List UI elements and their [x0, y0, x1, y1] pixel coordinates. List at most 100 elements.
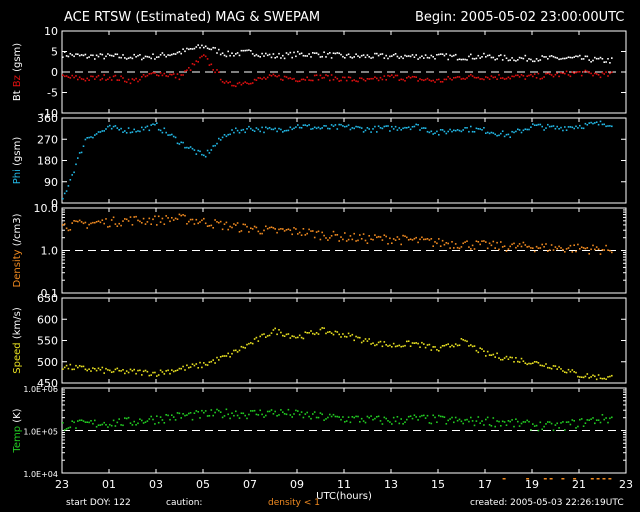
data-point: [391, 125, 393, 128]
data-point: [325, 332, 327, 335]
data-point: [524, 54, 527, 57]
data-point: [131, 224, 134, 226]
data-point: [438, 134, 440, 136]
data-point: [159, 54, 162, 56]
data-point: [479, 78, 481, 80]
data-point: [374, 234, 376, 236]
data-point: [319, 74, 322, 77]
data-point: [526, 75, 528, 77]
caution-label: caution:: [166, 498, 203, 508]
data-point: [349, 421, 352, 424]
data-point: [124, 80, 126, 83]
data-point: [231, 226, 233, 229]
data-point: [253, 338, 256, 340]
data-point: [148, 129, 151, 132]
data-point: [283, 413, 286, 415]
data-point: [240, 230, 243, 232]
data-point: [274, 410, 276, 413]
data-point: [584, 55, 587, 58]
data-point: [522, 57, 525, 60]
data-point: [313, 236, 316, 239]
data-point: [112, 216, 115, 219]
data-point: [321, 231, 323, 234]
data-point: [449, 54, 451, 57]
data-point: [560, 422, 562, 424]
data-point: [157, 374, 160, 376]
data-point: [488, 242, 491, 245]
data-point: [347, 416, 350, 418]
data-point: [88, 79, 90, 81]
data-point: [389, 344, 391, 347]
data-point: [139, 130, 141, 133]
data-point: [195, 60, 198, 62]
data-point: [317, 53, 320, 56]
data-point: [289, 337, 292, 339]
data-point: [445, 53, 448, 55]
data-point: [219, 411, 222, 413]
data-point: [276, 415, 278, 417]
data-point: [547, 123, 549, 126]
data-point: [114, 53, 117, 55]
data-point: [218, 71, 220, 73]
data-point: [599, 120, 602, 123]
data-point: [197, 44, 199, 46]
data-point: [513, 425, 515, 428]
data-point: [579, 71, 581, 73]
data-point: [567, 368, 570, 371]
data-point: [407, 55, 410, 57]
data-point: [274, 327, 276, 330]
data-point: [110, 79, 113, 81]
data-point: [257, 128, 260, 131]
data-point: [133, 420, 135, 423]
data-point: [601, 58, 604, 60]
data-point: [278, 127, 280, 130]
data-point: [82, 78, 85, 81]
data-point: [409, 128, 412, 131]
data-point: [323, 327, 325, 329]
data-point: [214, 219, 216, 221]
data-point: [150, 223, 152, 225]
data-point: [101, 53, 104, 56]
data-point: [135, 424, 137, 426]
data-point: [376, 236, 378, 239]
data-point: [509, 356, 511, 359]
data-point: [195, 363, 198, 365]
data-point: [312, 127, 314, 130]
data-point: [355, 80, 357, 82]
data-point: [90, 222, 92, 225]
data-point: [189, 146, 192, 148]
data-point: [528, 128, 530, 131]
data-point: [421, 127, 423, 129]
data-point: [310, 79, 312, 82]
data-point: [569, 423, 572, 426]
data-point: [295, 126, 297, 128]
data-point: [355, 125, 357, 128]
data-point: [404, 80, 406, 82]
y-axis-label-part: (km/s): [12, 307, 23, 342]
data-point: [210, 48, 213, 51]
data-point: [389, 421, 391, 423]
data-point: [379, 127, 382, 129]
data-point: [291, 78, 293, 80]
data-point: [250, 82, 252, 85]
data-point: [116, 225, 119, 227]
data-point: [541, 77, 543, 80]
data-point: [453, 54, 455, 57]
data-point: [302, 78, 305, 81]
data-point: [133, 79, 135, 81]
data-point: [257, 414, 260, 416]
data-point: [541, 364, 543, 367]
created-time: created: 2005-05-03 22:26:19UTC: [470, 498, 624, 508]
data-point: [62, 74, 64, 76]
data-point: [154, 215, 156, 218]
data-point: [421, 341, 423, 344]
data-point: [396, 55, 399, 58]
data-point: [611, 125, 613, 128]
data-point: [283, 57, 286, 60]
data-point: [595, 246, 598, 248]
data-point: [396, 236, 399, 238]
data-point: [180, 52, 182, 55]
data-point: [212, 69, 214, 71]
data-point: [304, 331, 307, 333]
data-point: [169, 134, 171, 136]
